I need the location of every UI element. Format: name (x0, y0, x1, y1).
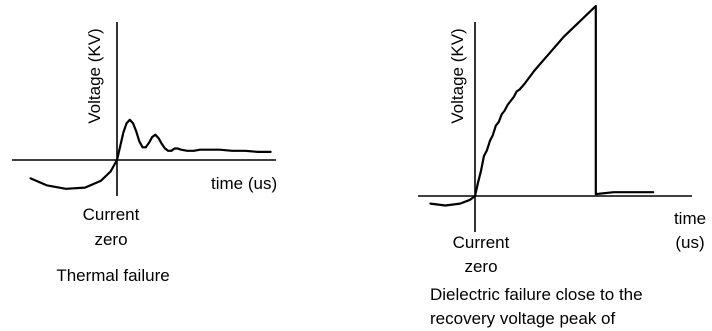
dielectric-caption-line1: Dielectric failure close to the (430, 285, 643, 304)
thermal-origin-label-line1: Current (83, 205, 140, 224)
dielectric-y-axis-label: Voltage (KV) (448, 28, 467, 123)
dielectric-series-line (429, 4, 655, 207)
thermal-caption: Thermal failure (56, 266, 169, 285)
dielectric-caption-line2: recovery voltage peak of (430, 309, 615, 328)
dielectric-x-axis-label-line2: (us) (675, 233, 704, 252)
thermal-origin-label-line2: zero (94, 230, 127, 249)
dielectric-origin-label-line2: zero (464, 257, 497, 276)
dielectric-x-axis-label-line1: time (674, 209, 706, 228)
thermal-series-line (29, 118, 272, 190)
dielectric-failure-chart: Voltage (KV) time (us) Current zero Diel… (418, 4, 706, 328)
dielectric-origin-label-line1: Current (453, 233, 510, 252)
thermal-failure-chart: Voltage (KV) time (us) Current zero Ther… (12, 22, 277, 285)
thermal-x-axis-label: time (us) (211, 174, 277, 193)
thermal-y-axis-label: Voltage (KV) (85, 28, 104, 123)
